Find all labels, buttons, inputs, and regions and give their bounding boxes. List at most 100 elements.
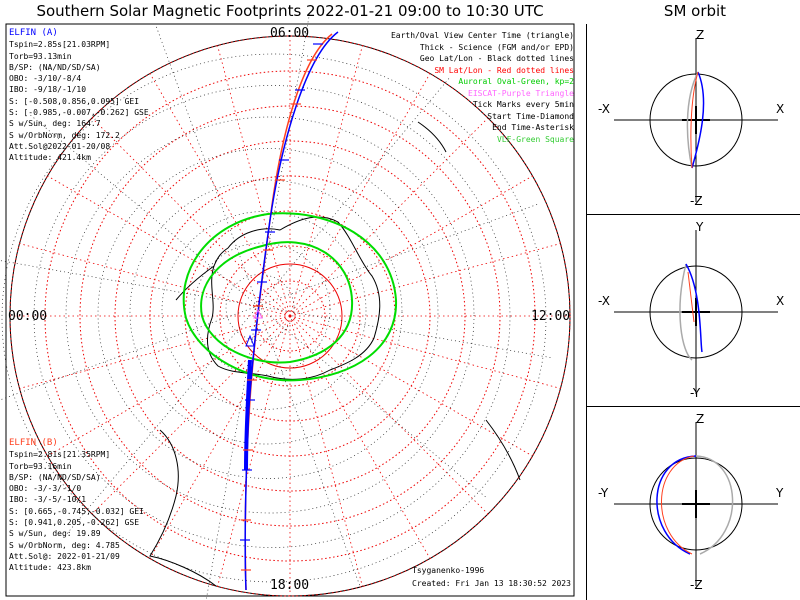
elfin-b-info-line: S: [0.665,-0.745,-0.032] GEI <box>9 506 144 516</box>
panel-separator <box>586 406 800 407</box>
legend-entry: SM Lat/Lon - Red dotted lines <box>434 65 574 75</box>
sm-lon-line <box>289 315 431 559</box>
elfin-a-info: ELFIN (A) Tspin=2.85s[21.03RPM] Torb=93.1… <box>9 28 149 164</box>
sm-axis-label-right: Y <box>776 486 784 500</box>
elfin-a-info-line: Att.Sol@2022-01-20/08 <box>9 141 111 151</box>
elfin-b-info-line: Att.Sol@: 2022-01-21/09 <box>9 551 120 561</box>
mlt-label-left: 00:00 <box>8 309 48 324</box>
geo-lon-line <box>155 23 259 307</box>
sm-axis-label-top: Y <box>696 220 704 234</box>
geo-lat-circle <box>33 85 511 548</box>
mlt-label-bottom: 18:00 <box>270 578 310 593</box>
sm-lon-line <box>289 73 431 317</box>
antarctica-coast <box>207 216 381 380</box>
geo-lon-line <box>257 305 554 359</box>
geo-lat-circle <box>65 116 475 514</box>
elfin-b-info-line: Tspin=2.81s[21.35RPM] <box>9 450 111 460</box>
geo-lat-circle <box>97 148 439 479</box>
legend-entry: Auroral Oval-Green, kp=2 <box>458 77 574 86</box>
sm-lon-line <box>289 315 363 587</box>
orbit-trace-elfin-a <box>656 455 697 555</box>
orbit-trace-gray <box>686 71 699 169</box>
panel-divider <box>586 24 587 600</box>
eiscat-triangle <box>253 308 263 319</box>
elfin-b-info-line: IBO: -3/-5/-10/1 <box>9 495 87 505</box>
legend: Earth/Oval View Center Time (triangle) Th… <box>391 30 574 145</box>
elfin-b-info-line: Altitude: 423.8km <box>9 563 91 573</box>
geo-lon-line <box>257 203 541 307</box>
satellite-tracks <box>240 31 339 591</box>
elfin-b-info-line: S: [0.941,0.205,-0.262] GSE <box>9 518 140 528</box>
sm-axis-label-bottom: -Z <box>690 194 703 208</box>
sm-lon-line <box>91 315 291 515</box>
sm-orbit-title: SM orbit <box>663 2 727 20</box>
view-center-triangle <box>245 334 255 347</box>
created-timestamp: Created: Fri Jan 13 18:30:52 2023 <box>412 579 571 588</box>
sm-lon-line <box>149 73 291 317</box>
elfin-a-info-line: S: [-0.985,-0.007,-0.262] GSE <box>9 108 149 118</box>
elfin-b-header: ELFIN (B) <box>9 438 58 448</box>
sm-axis-label-right: X <box>776 102 785 116</box>
polar-map <box>0 10 575 600</box>
auroral-oval-inner <box>200 241 354 364</box>
elfin-a-info-line: S: [-0.508,0.856,0.095] GEI <box>9 96 140 106</box>
sm-orbit-panels <box>614 38 778 586</box>
sm-axis-label-left: -X <box>598 102 610 116</box>
peninsula-coast <box>175 265 215 301</box>
elfin-b-info-line: B/SP: (NA/ND/SD/SA) <box>9 472 101 482</box>
elfin-b-info: ELFIN (B) Tspin=2.81s[21.35RPM] Torb=93.1… <box>9 438 144 574</box>
sm-axis-label-top: Z <box>696 28 705 42</box>
antarctica-outline <box>149 121 521 587</box>
sm-lat-circle <box>79 105 501 527</box>
legend-entry: VLF-Green Square <box>496 134 574 144</box>
geo-lat-circle <box>129 179 403 445</box>
sm-lat-circle <box>114 140 466 492</box>
elfin-a-info-line: Altitude: 421.4km <box>9 153 91 163</box>
sm-axis-label-right: X <box>776 294 785 308</box>
sm-lon-line <box>289 117 489 317</box>
elfin-a-track <box>244 31 339 591</box>
mlt-label-top: 06:00 <box>270 26 310 41</box>
elfin-a-info-line: IBO: -9/18/-1/10 <box>9 85 87 95</box>
panel-separator <box>586 214 800 215</box>
elfin-b-info-line: OBO: -3/-3/-1/0 <box>9 484 82 494</box>
orbit-trace-elfin-a <box>691 71 705 169</box>
geo-grid <box>0 10 554 600</box>
geo-lon-line <box>257 10 311 307</box>
coast-fragment <box>417 121 447 153</box>
sm-axis-label-bottom: -Z <box>690 578 703 592</box>
legend-entry: Earth/Oval View Center Time (triangle) <box>390 31 574 40</box>
sm-axis-label-bottom: -Y <box>690 386 701 400</box>
elfin-a-header: ELFIN (A) <box>9 28 58 38</box>
orbit-trace-elfin-a <box>685 263 703 353</box>
sm-lon-line <box>289 315 489 515</box>
mlt-label-right: 12:00 <box>531 309 571 324</box>
elfin-a-info-line: S w/OrbNorm, deg: 172.2 <box>9 130 120 140</box>
sm-lon-line <box>19 315 291 389</box>
elfin-a-science-segment <box>244 359 252 471</box>
legend-entry: Start Time-Diamond <box>487 111 574 121</box>
sm-lon-line <box>91 117 291 317</box>
sm-lat-circle-solid <box>237 263 343 369</box>
sm-lat-circle <box>44 70 536 562</box>
sm-lon-line <box>47 175 291 317</box>
legend-entry: End Time-Asterisk <box>492 123 574 132</box>
sm-lon-line <box>289 45 363 317</box>
sm-lon-line <box>217 45 291 317</box>
sm-axis-label-top: Z <box>696 412 705 426</box>
geo-lat-circle <box>1 53 547 583</box>
legend-entry: EISCAT-Purple Triangle <box>468 88 574 98</box>
sm-lon-line <box>289 243 561 317</box>
elfin-a-info-line: B/SP: (NA/ND/SD/SA) <box>9 62 101 72</box>
legend-entry: Geo Lat/Lon - Black dotted lines <box>419 54 574 63</box>
sm-lon-line <box>217 315 291 587</box>
geo-lat-circle <box>225 274 295 341</box>
sm-lat-circle <box>219 245 361 387</box>
elfin-a-info-line: S w/Sun, deg: 164.7 <box>9 119 101 129</box>
elfin-a-info-line: Torb=93.13min <box>9 51 72 61</box>
sm-lon-line <box>47 315 291 457</box>
auroral-oval <box>182 212 398 382</box>
legend-entry: Tick Marks every 5min <box>472 100 574 109</box>
model-label: Tsyganenko-1996 <box>412 566 485 575</box>
sm-lon-line <box>289 315 533 457</box>
